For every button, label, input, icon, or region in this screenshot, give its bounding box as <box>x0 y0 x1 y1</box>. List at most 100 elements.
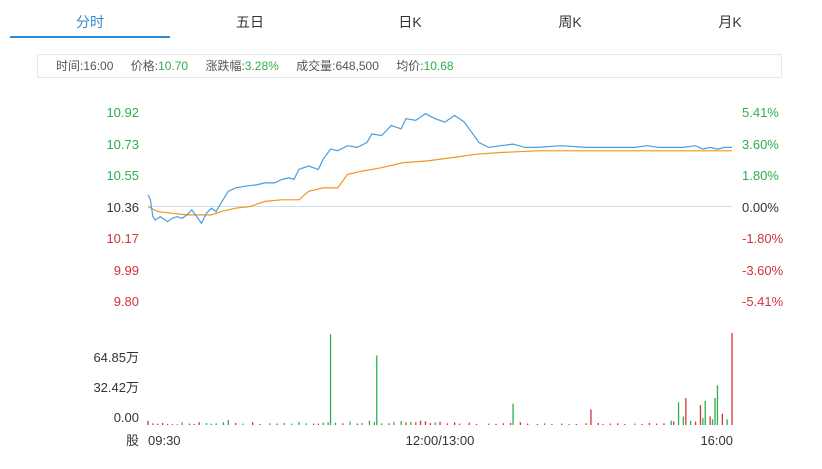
volume-bar <box>527 423 529 425</box>
volume-bar <box>415 422 417 425</box>
volume-bar <box>356 423 358 425</box>
volume-bar <box>716 385 719 425</box>
volume-bar <box>361 423 363 425</box>
volume-bar <box>699 405 702 425</box>
info-change-value: 3.28% <box>244 59 279 73</box>
volume-bar <box>502 423 504 425</box>
volume-bar <box>512 403 514 425</box>
price-axis-labels: 10.92 10.73 10.55 10.36 10.17 9.99 9.80 <box>106 105 139 309</box>
volume-tick-label: 0.00 <box>114 410 139 425</box>
avg-price-line <box>147 150 732 216</box>
price-tick-label: 10.55 <box>106 168 139 183</box>
info-price-label: 价格: <box>130 59 159 73</box>
volume-bar <box>269 423 271 425</box>
info-change: 涨跌幅:3.28% <box>205 59 278 73</box>
volume-bar <box>624 423 626 425</box>
volume-bar <box>446 423 448 425</box>
price-tick-label: 10.92 <box>106 105 139 120</box>
volume-bar <box>242 423 244 425</box>
volume-bar <box>709 416 711 425</box>
volume-bar <box>329 334 332 425</box>
tab-daily-k[interactable]: 日K <box>398 14 422 30</box>
volume-bar <box>235 423 237 425</box>
volume-bar <box>210 423 212 425</box>
volume-bar <box>312 423 315 425</box>
info-avg: 均价:10.68 <box>396 59 453 73</box>
volume-bar <box>227 420 229 425</box>
price-tick-label: 9.80 <box>114 294 139 309</box>
volume-bar <box>259 423 261 425</box>
volume-bar <box>597 423 599 425</box>
volume-bar <box>510 423 512 425</box>
volume-bar <box>495 423 497 425</box>
pct-tick-label: 5.41% <box>742 105 779 120</box>
price-line <box>147 113 732 225</box>
volume-bar <box>166 423 169 425</box>
volume-bar <box>152 423 154 425</box>
volume-bar <box>334 422 337 425</box>
volume-bar <box>721 413 723 425</box>
volume-bar <box>393 422 395 425</box>
volume-bar <box>475 423 478 425</box>
pct-tick-label: -3.60% <box>742 263 784 278</box>
volume-bar <box>704 400 706 425</box>
price-tick-label: 10.36 <box>106 200 139 215</box>
time-tick-label: 12:00/13:00 <box>406 433 475 448</box>
tab-weekly-k[interactable]: 周K <box>558 14 582 30</box>
volume-bar <box>711 419 714 425</box>
volume-bar <box>171 424 173 425</box>
volume-bar <box>714 398 716 425</box>
volume-bar <box>283 423 285 425</box>
volume-bar <box>222 422 225 425</box>
volume-bar <box>585 423 587 425</box>
volume-bar <box>317 423 319 425</box>
info-price: 价格:10.70 <box>131 59 188 73</box>
volume-unit-label: 股 <box>126 433 139 448</box>
volume-bar <box>726 419 728 425</box>
pct-tick-label: 0.00% <box>742 200 779 215</box>
volume-bar <box>590 409 592 425</box>
volume-bars <box>147 333 733 426</box>
info-avg-label: 均价: <box>396 59 424 73</box>
volume-bar <box>634 423 636 425</box>
tab-monthly-k[interactable]: 月K <box>718 14 742 30</box>
price-tick-label: 10.17 <box>106 231 139 246</box>
time-axis-labels: 09:30 12:00/13:00 16:00 <box>148 433 733 448</box>
pct-axis-labels: 5.41% 3.60% 1.80% 0.00% -1.80% -3.60% -5… <box>742 105 784 309</box>
tab-intraday[interactable]: 分时 <box>10 8 170 38</box>
volume-bar <box>544 423 546 425</box>
volume-bar <box>305 423 307 425</box>
quote-info-bar: 时间:16:00 价格:10.70 涨跌幅:3.28% 成交量:648,500 … <box>37 54 782 78</box>
info-volume: 成交量:648,500 <box>296 59 379 73</box>
volume-bar <box>373 422 375 425</box>
volume-bar <box>193 424 195 425</box>
info-avg-value: 10.68 <box>423 59 454 73</box>
price-tick-label: 9.99 <box>114 263 139 278</box>
volume-bar <box>215 423 217 425</box>
volume-bar <box>673 421 675 425</box>
tab-five-day[interactable]: 五日 <box>236 14 264 30</box>
volume-bar <box>424 421 427 425</box>
volume-bar <box>568 424 570 425</box>
time-tick-label: 09:30 <box>148 433 181 448</box>
volume-tick-label: 64.85万 <box>93 350 139 365</box>
volume-bar <box>690 420 692 425</box>
volume-bar <box>561 423 563 425</box>
volume-bar <box>429 423 431 425</box>
volume-bar <box>176 424 178 426</box>
volume-bar <box>368 420 371 425</box>
volume-bar <box>419 420 422 425</box>
info-volume-value: 648,500 <box>335 59 379 73</box>
volume-bar <box>157 423 159 425</box>
volume-bar <box>536 423 538 425</box>
info-time: 时间:16:00 <box>56 59 113 73</box>
volume-bar <box>205 423 208 425</box>
volume-bar <box>162 422 164 425</box>
volume-bar <box>685 398 687 425</box>
volume-bar <box>376 355 378 425</box>
volume-bar <box>468 422 470 425</box>
volume-bar <box>488 423 490 425</box>
info-price-value: 10.70 <box>158 59 189 73</box>
volume-bar <box>663 423 665 425</box>
